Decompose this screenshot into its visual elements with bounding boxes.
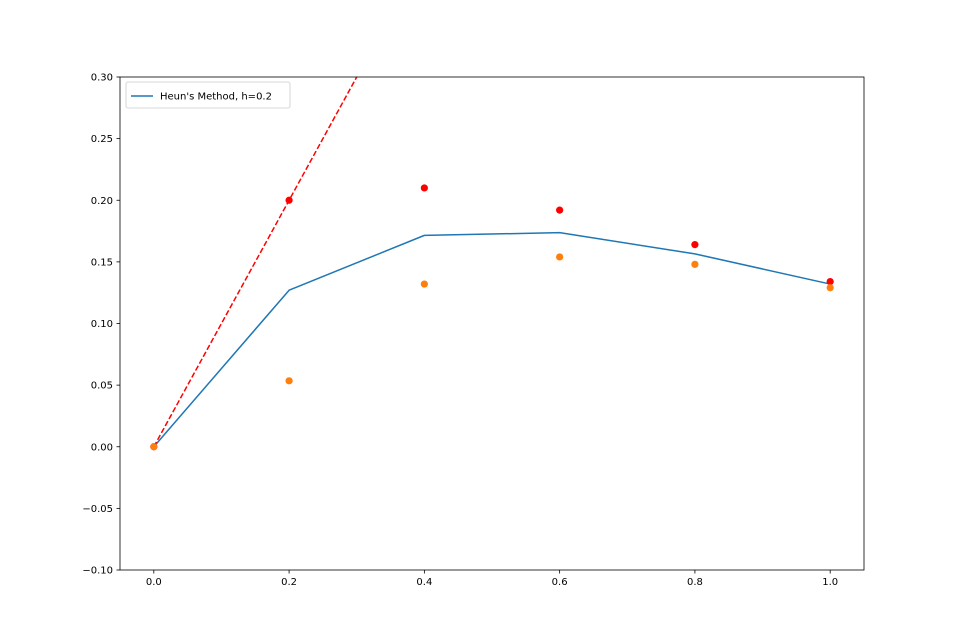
x-tick-label: 0.8 [687, 577, 703, 588]
x-tick-label: 1.0 [822, 577, 838, 588]
plot-area [120, 77, 864, 570]
scatter-point-3-3 [556, 253, 564, 261]
scatter-point-2-2 [420, 184, 428, 192]
y-tick-label: 0.30 [91, 73, 113, 84]
scatter-point-2-1 [285, 196, 293, 204]
scatter-point-2-5 [826, 278, 834, 286]
x-axis: 0.0 0.2 0.4 0.6 0.8 1.0 [146, 570, 838, 588]
y-tick-label: −0.10 [82, 566, 113, 577]
legend: Heun's Method, h=0.2 [125, 81, 291, 109]
y-tick-label: 0.10 [91, 319, 113, 330]
scatter-point-3-0 [150, 443, 158, 451]
series-layer [150, 77, 834, 451]
plot-background [120, 77, 864, 570]
scatter-point-3-4 [691, 260, 699, 268]
legend-box [125, 81, 291, 109]
scatter-point-2-3 [556, 206, 564, 214]
y-tick-label: −0.05 [82, 504, 113, 515]
legend-label: Heun's Method, h=0.2 [160, 92, 272, 103]
x-tick-label: 0.4 [416, 577, 432, 588]
y-axis: −0.10 −0.05 0.00 0.05 0.10 0.15 0.20 0.25 0.30 [82, 73, 120, 577]
x-tick-label: 0.0 [146, 577, 162, 588]
scatter-point-3-2 [420, 280, 428, 288]
y-tick-label: 0.15 [91, 257, 113, 268]
y-tick-label: 0.20 [91, 196, 113, 207]
scatter-point-2-4 [691, 241, 699, 249]
y-tick-label: 0.00 [91, 442, 113, 453]
x-tick-label: 0.2 [281, 577, 297, 588]
scatter-point-3-1 [285, 377, 293, 385]
x-tick-label: 0.6 [552, 577, 568, 588]
y-tick-label: 0.25 [91, 134, 113, 145]
y-tick-label: 0.05 [91, 381, 113, 392]
series-line-0 [153, 231, 831, 448]
scatter-point-3-5 [826, 284, 834, 292]
